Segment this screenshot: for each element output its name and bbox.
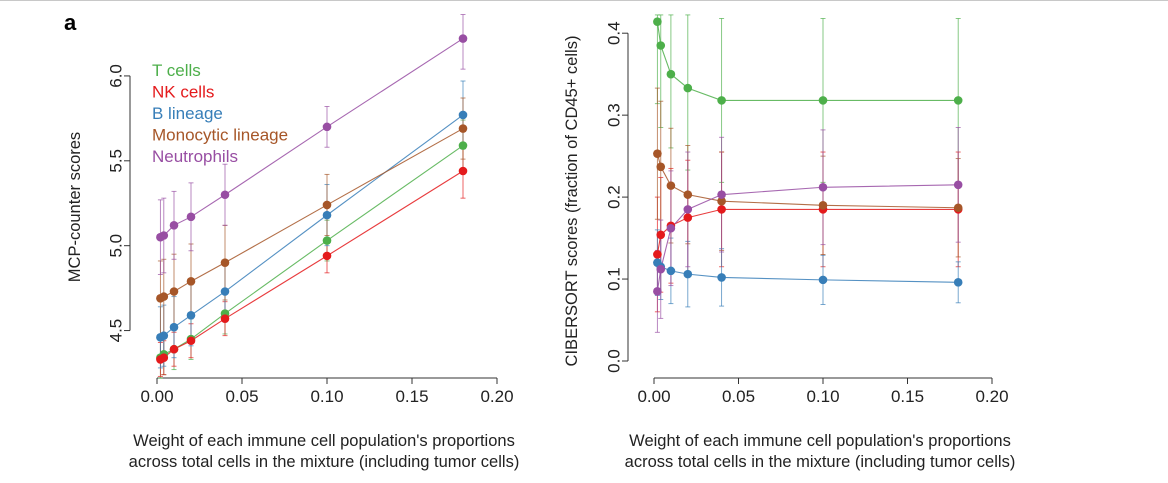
t-cells-point bbox=[666, 69, 676, 79]
monocytic-lineage-point bbox=[322, 200, 332, 210]
y-axis-title: CIBERSORT scores (fraction of CD45+ cell… bbox=[563, 36, 581, 367]
y-tick-label: 0.3 bbox=[604, 103, 623, 127]
b-lineage-point bbox=[717, 273, 726, 282]
legend-entry-b-lineage: B lineage bbox=[152, 104, 223, 123]
b-lineage-point bbox=[683, 269, 693, 279]
b-lineage-line bbox=[656, 262, 959, 283]
x-axis-title: across total cells in the mixture (inclu… bbox=[625, 453, 1016, 471]
t-cells-line bbox=[656, 21, 959, 101]
monocytic-lineage-line bbox=[656, 153, 959, 209]
x-tick-label: 0.00 bbox=[140, 387, 173, 406]
y-axis-title: MCP-counter scores bbox=[66, 132, 84, 282]
panel-letter: a bbox=[64, 10, 77, 35]
monocytic-lineage-point bbox=[169, 287, 179, 296]
nk-cells-line bbox=[656, 208, 959, 255]
monocytic-lineage-point bbox=[666, 181, 676, 190]
neutrophils-point bbox=[656, 264, 666, 274]
t-cells-point bbox=[322, 236, 332, 245]
monocytic-lineage-point bbox=[717, 196, 726, 206]
b-lineage-point bbox=[186, 310, 196, 320]
y-tick-label: 5.0 bbox=[106, 234, 125, 258]
neutrophils-point bbox=[683, 205, 693, 214]
nk-cells-point bbox=[220, 314, 230, 323]
nk-cells-point bbox=[159, 353, 169, 363]
legend-entry-nk-cells: NK cells bbox=[152, 83, 214, 102]
x-axis-title: Weight of each immune cell population's … bbox=[629, 432, 1011, 450]
nk-cells-point bbox=[322, 251, 332, 261]
nk-cells-point bbox=[653, 250, 662, 259]
cibersort-panel: 0.00 0.05 0.10 0.15 0.20 0.0 0.1 0.2 0.3 0.4 Weigh… bbox=[563, 14, 1016, 471]
t-cells-point bbox=[458, 141, 468, 150]
y-tick-label: 6.0 bbox=[106, 64, 125, 88]
top-divider bbox=[0, 0, 1168, 1]
x-tick-label: 0.05 bbox=[225, 387, 258, 406]
monocytic-lineage-point bbox=[953, 203, 963, 213]
x-tick-label: 0.10 bbox=[806, 387, 839, 406]
b-lineage-point bbox=[322, 210, 332, 220]
b-lineage-point bbox=[953, 278, 963, 287]
t-cells-point bbox=[656, 41, 666, 50]
x-axis-title: Weight of each immune cell population's … bbox=[133, 432, 515, 450]
t-cells-point bbox=[953, 96, 963, 105]
neutrophils-point bbox=[458, 34, 468, 43]
nk-cells-line bbox=[160, 170, 464, 360]
nk-cells-point bbox=[717, 205, 726, 214]
neutrophils-point bbox=[220, 190, 230, 200]
t-cells-line bbox=[160, 145, 464, 359]
nk-cells-point bbox=[186, 336, 196, 346]
t-cells-point bbox=[683, 83, 693, 93]
nk-cells-point bbox=[169, 344, 179, 354]
b-lineage-point bbox=[220, 287, 230, 296]
x-tick-label: 0.00 bbox=[637, 387, 670, 406]
neutrophils-point bbox=[186, 212, 196, 222]
b-lineage-point bbox=[818, 275, 828, 285]
neutrophils-point bbox=[159, 231, 169, 240]
b-lineage-point bbox=[666, 266, 676, 276]
neutrophils-point bbox=[818, 182, 828, 192]
nk-cells-point bbox=[458, 166, 468, 176]
nk-cells-point bbox=[683, 213, 693, 222]
t-cells-point bbox=[653, 17, 662, 27]
x-tick-label: 0.05 bbox=[722, 387, 755, 406]
legend-entry-t-cells: T cells bbox=[152, 61, 201, 80]
nk-cells-point bbox=[656, 230, 666, 240]
t-cells-point bbox=[818, 96, 828, 105]
x-tick-label: 0.20 bbox=[975, 387, 1008, 406]
legend-entry-monocytic-lineage: Monocytic lineage bbox=[152, 126, 288, 145]
b-lineage-point bbox=[458, 110, 468, 120]
t-cells-point bbox=[717, 96, 726, 105]
x-tick-label: 0.20 bbox=[480, 387, 513, 406]
y-tick-label: 0.4 bbox=[604, 21, 623, 45]
y-tick-label: 0.0 bbox=[604, 349, 623, 373]
neutrophils-point bbox=[953, 180, 963, 190]
monocytic-lineage-point bbox=[818, 200, 828, 210]
b-lineage-point bbox=[169, 322, 179, 332]
mcp-counter-panel: 0.00 0.05 0.10 0.15 0.20 4.5 5.0 5.5 6.0 Weight o… bbox=[66, 14, 520, 471]
monocytic-lineage-point bbox=[683, 190, 693, 199]
monocytic-lineage-point bbox=[220, 258, 230, 267]
legend-entry-neutrophils: Neutrophils bbox=[152, 147, 238, 166]
monocytic-lineage-point bbox=[186, 277, 196, 286]
neutrophils-point bbox=[653, 287, 662, 296]
monocytic-lineage-point bbox=[656, 162, 666, 172]
monocytic-lineage-point bbox=[159, 292, 169, 301]
x-tick-label: 0.15 bbox=[891, 387, 924, 406]
neutrophils-point bbox=[322, 122, 332, 132]
neutrophils-point bbox=[666, 223, 676, 233]
y-tick-label: 0.2 bbox=[604, 185, 623, 209]
neutrophils-point bbox=[717, 190, 726, 199]
y-tick-label: 5.5 bbox=[106, 149, 125, 173]
monocytic-lineage-point bbox=[458, 124, 468, 133]
neutrophils-point bbox=[169, 221, 179, 230]
y-tick-label: 4.5 bbox=[106, 319, 125, 343]
x-tick-label: 0.15 bbox=[395, 387, 428, 406]
b-lineage-point bbox=[159, 331, 169, 340]
x-tick-label: 0.10 bbox=[310, 387, 343, 406]
y-tick-label: 0.1 bbox=[604, 267, 623, 291]
monocytic-lineage-point bbox=[653, 149, 662, 158]
x-axis-title: across total cells in the mixture (inclu… bbox=[129, 453, 520, 471]
